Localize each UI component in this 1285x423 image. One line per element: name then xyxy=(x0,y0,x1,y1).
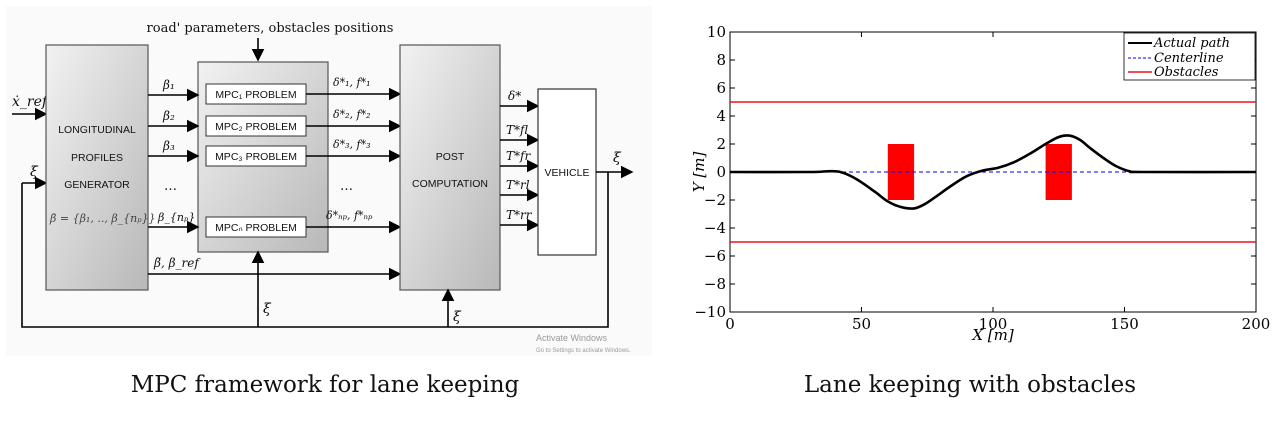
post-line-1: POST xyxy=(436,151,465,163)
y-tick-label: 6 xyxy=(716,79,726,97)
mpc-box-n-label: MPCₙ PROBLEM xyxy=(215,222,297,234)
legend-label-centerline: Centerline xyxy=(1154,51,1224,66)
xi-label-output: ξ xyxy=(613,150,622,166)
post-output-tfr: T*fr xyxy=(506,149,531,163)
mpc-output-1: δ*₁, f*₁ xyxy=(333,76,371,89)
x-ref-label: ẋ_ref xyxy=(12,94,50,110)
generator-block xyxy=(45,44,149,291)
mpc-box-3-label: MPC₃ PROBLEM xyxy=(215,151,297,163)
y-tick-label: 10 xyxy=(707,23,726,41)
y-tick-label: −10 xyxy=(694,303,726,321)
xi-label-mpc: ξ xyxy=(263,301,272,317)
beta-label-3: β₃ xyxy=(162,139,175,153)
y-tick-label: −2 xyxy=(704,191,726,209)
x-axis-label: X [m] xyxy=(971,326,1014,344)
mpc-output-n: δ*ₙₚ, f*ₙₚ xyxy=(326,209,373,222)
y-axis-label: Y [m] xyxy=(690,152,708,193)
caption-left: MPC framework for lane keeping xyxy=(130,372,520,398)
legend-label-obstacles: Obstacles xyxy=(1154,65,1219,80)
mpc-box-1-label: MPC₁ PROBLEM xyxy=(215,89,296,101)
legend-label-actual: Actual path xyxy=(1153,36,1230,51)
generator-line-1: LONGITUDINAL xyxy=(58,124,136,136)
actual-path-line xyxy=(729,134,1257,210)
mpc-output-lines xyxy=(306,87,402,234)
post-line-2: COMPUTATION xyxy=(412,178,488,190)
y-tick-label: 0 xyxy=(716,163,726,181)
beta-set-label: β̄ = {β₁, .., β_{nₚ}} xyxy=(49,212,156,225)
vehicle-label: VEHICLE xyxy=(545,167,590,179)
y-tick-label: 2 xyxy=(716,135,726,153)
watermark-line-1: Activate Windows xyxy=(536,333,608,343)
watermark-line-2: Go to Settings to activate Windows. xyxy=(536,348,631,354)
caption-right: Lane keeping with obstacles xyxy=(803,372,1137,398)
vehicle-block xyxy=(537,88,597,256)
beta-label-2: β₂ xyxy=(162,109,175,123)
y-tick-label: −8 xyxy=(704,275,726,293)
y-tick-label: −6 xyxy=(704,247,726,265)
generator-line-2: PROFILES xyxy=(71,152,123,164)
y-tick-label: −4 xyxy=(704,219,726,237)
post-output-trl: T*rl xyxy=(506,178,530,192)
beta-label-1: β₁ xyxy=(162,78,175,92)
post-output-delta: δ* xyxy=(508,89,521,103)
x-tick-label: 150 xyxy=(1110,315,1139,333)
post-output-trr: T*rr xyxy=(506,208,533,222)
mpc-output-3: δ*₃, f*₃ xyxy=(333,138,371,151)
mpc-output-2: δ*₂, f*₂ xyxy=(333,108,371,121)
lane-keeping-chart: 0 50 100 150 200 10 8 6 4 2 0 −2 −4 −6 −8 −10 X [m] Y [… xyxy=(690,23,1271,344)
mpc-output-dots: … xyxy=(340,179,353,194)
top-input-label: road' parameters, obstacles positions xyxy=(147,21,394,36)
xi-label-left: ξ xyxy=(30,164,39,180)
x-tick-label: 50 xyxy=(852,315,871,333)
y-tick-label: 4 xyxy=(716,107,726,125)
x-tick-label: 100 xyxy=(979,315,1008,333)
post-computation-block xyxy=(399,44,501,291)
feedback-loop xyxy=(21,172,609,328)
mpc-block-diagram: road' parameters, obstacles positions ẋ_… xyxy=(6,6,652,356)
beta-lines xyxy=(148,88,200,234)
y-tick-label: 8 xyxy=(716,51,726,69)
post-output-lines xyxy=(500,99,540,232)
post-output-tfl: T*fl xyxy=(506,123,528,137)
mpc-box-2-label: MPC₂ PROBLEM xyxy=(215,121,297,133)
x-tick-label: 200 xyxy=(1242,315,1271,333)
beta-label-n: β_{nₚ} xyxy=(157,211,195,224)
bottom-beta-label: β̃, β_ref xyxy=(153,256,201,270)
x-tick-label: 0 xyxy=(725,315,735,333)
beta-label-dots: … xyxy=(164,179,177,194)
generator-line-3: GENERATOR xyxy=(64,179,130,191)
xi-label-post: ξ xyxy=(453,309,462,325)
